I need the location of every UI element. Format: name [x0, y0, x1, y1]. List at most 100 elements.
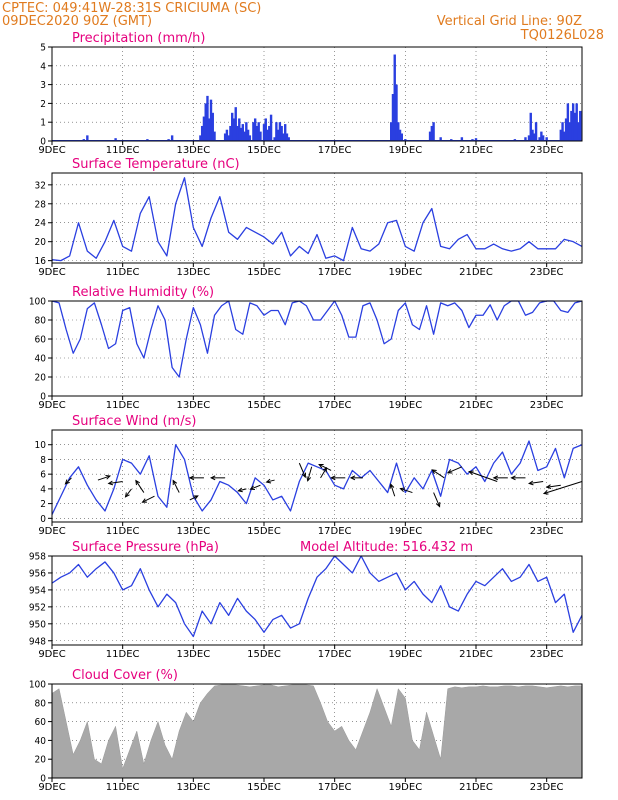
y-tick-label: 0: [40, 392, 46, 403]
x-tick-label: 19DEC: [388, 526, 422, 537]
precip-bar: [202, 116, 206, 141]
wind-line: [51, 440, 583, 515]
x-tick-label: 13DEC: [176, 649, 210, 660]
precip-bar: [397, 122, 400, 141]
wind-arrow: [125, 488, 132, 498]
wind-arrowhead: [135, 479, 140, 486]
precip-bar: [253, 118, 257, 141]
precip-bar: [390, 122, 393, 141]
precip-bar: [568, 122, 571, 141]
precip-bar: [273, 137, 276, 141]
wind-arrowhead: [301, 472, 307, 479]
wind-arrowhead: [249, 485, 255, 491]
x-tick-label: 15DEC: [247, 267, 281, 278]
x-tick-label: 23DEC: [530, 526, 564, 537]
x-tick-label: 13DEC: [176, 526, 210, 537]
wind-arrowhead: [545, 484, 552, 490]
precip-bar: [400, 133, 403, 141]
cloud-title: Cloud Cover (%): [72, 668, 178, 683]
precip-bar: [225, 129, 229, 141]
precip-bar: [259, 131, 262, 141]
x-tick-label: 11DEC: [106, 267, 140, 278]
x-tick-label: 17DEC: [318, 400, 352, 411]
wind-arrow: [65, 477, 72, 485]
precip-bar: [391, 94, 395, 141]
precip-bar: [236, 125, 239, 141]
x-tick-label: 23DEC: [530, 145, 564, 156]
y-tick-label: 20: [35, 373, 47, 384]
precip-bar: [275, 122, 278, 141]
header-date-line: 09DEC2020 90Z (GMT): [2, 14, 152, 29]
wind-arrowhead: [265, 478, 272, 484]
precip-bar: [545, 137, 548, 141]
wind-arrow: [543, 481, 583, 494]
wind-arrow: [447, 466, 463, 474]
precip-bar: [229, 125, 232, 141]
wind-arrow: [189, 495, 199, 501]
precip-bar: [209, 99, 213, 141]
y-tick-label: 32: [35, 180, 46, 191]
precip-bar: [559, 129, 562, 141]
wind-arrowhead: [542, 490, 549, 495]
y-tick-label: 100: [29, 680, 46, 691]
precip-bar: [474, 138, 478, 141]
y-tick-label: 40: [35, 354, 47, 365]
precip-bar: [541, 135, 545, 141]
rh-line: [51, 300, 583, 378]
precip-bar: [538, 137, 541, 141]
wind-arrow: [266, 479, 275, 483]
x-tick-label: 13DEC: [176, 145, 210, 156]
panels-group: 0 1 2 3 4 5 9DEC 11DEC 13DEC 15DEC 17DEC 19DEC 21DEC…: [29, 31, 583, 793]
precip-bar: [223, 133, 227, 141]
wind-arrowhead: [399, 487, 405, 493]
panel-frame: [51, 429, 583, 523]
x-tick-label: 9DEC: [38, 782, 65, 793]
wind-arrowhead: [446, 469, 453, 474]
precip-bar: [276, 129, 280, 141]
panel-frame: [51, 300, 583, 397]
x-tick-label: 13DEC: [176, 267, 210, 278]
wind-arrowhead: [105, 474, 112, 480]
x-tick-label: 21DEC: [459, 782, 493, 793]
precip-bar: [564, 118, 568, 141]
panel-cloud: 0 20 40 60 80 100 9DEC 11DEC 13DEC 15DEC 17DEC 19DE…: [29, 668, 583, 793]
precip-bar: [241, 124, 244, 141]
precip-bar: [439, 137, 442, 141]
panel-frame: [51, 683, 583, 779]
temp-line: [51, 177, 583, 262]
y-tick-label: 20: [35, 755, 47, 766]
x-tick-label: 9DEC: [38, 649, 65, 660]
x-tick-label: 19DEC: [388, 400, 422, 411]
y-tick-label: 60: [35, 717, 47, 728]
precip-bar: [282, 133, 285, 141]
precip-bar: [577, 122, 580, 141]
precip-bar: [238, 118, 241, 141]
pressure-subtitle: Model Altitude: 516.432 m: [300, 540, 473, 555]
precip-bar: [231, 112, 234, 141]
precip-bar: [432, 122, 435, 141]
precip-bar: [255, 125, 259, 141]
wind-arrow: [390, 484, 396, 497]
cloud-area: [51, 684, 583, 779]
y-tick-label: 0: [40, 137, 46, 148]
y-tick-label: 4: [40, 484, 46, 495]
precip-bar: [213, 131, 216, 141]
precip-bar: [227, 135, 230, 141]
wind-arrowhead: [209, 475, 216, 481]
precip-bar: [561, 122, 564, 141]
precip-bar: [285, 133, 289, 141]
y-tick-label: 100: [29, 297, 46, 308]
panel-rh: 0 20 40 60 80 100 9DEC 11DEC 13DEC 15DEC 17DEC 19DE…: [29, 285, 583, 411]
precip-bar: [266, 129, 269, 141]
wind-arrow: [318, 464, 332, 471]
precip-bar: [200, 125, 204, 141]
precip-bar: [206, 95, 209, 141]
wind-arrowhead: [188, 475, 195, 481]
x-tick-label: 19DEC: [388, 267, 422, 278]
y-tick-label: 5: [40, 43, 46, 54]
precip-bar: [393, 54, 396, 141]
precip-bar: [248, 135, 252, 141]
wind-arrow: [400, 488, 413, 494]
wind-arrow: [238, 488, 247, 492]
wind-arrow: [529, 481, 544, 485]
